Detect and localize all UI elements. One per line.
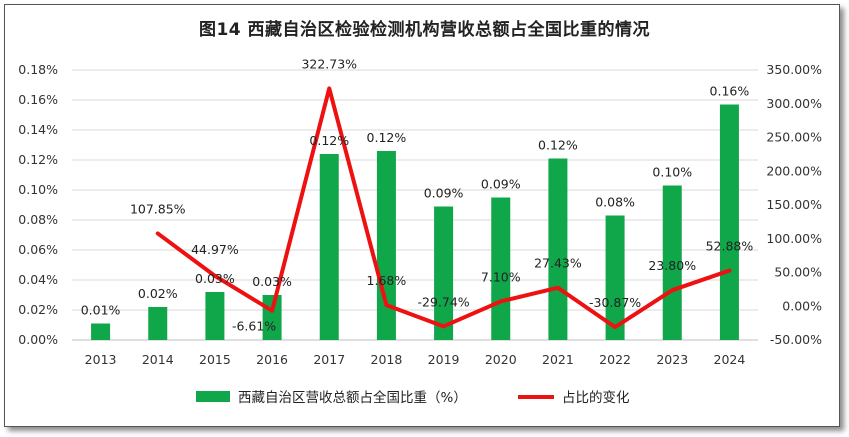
bar <box>319 154 339 340</box>
bar-data-label: 0.12% <box>538 138 578 153</box>
bar-data-labels: 0.01% 0.02% 0.03% 0.03% 0.12% 0.12% 0.09% 0.09%… <box>81 84 750 318</box>
legend-label-line: 占比的变化 <box>562 390 630 406</box>
right-tick-label: 250.00% <box>766 130 822 145</box>
bar <box>148 307 168 340</box>
line-data-label: 27.43% <box>534 256 582 271</box>
line-data-label: 7.10% <box>481 269 521 284</box>
right-tick-label: -50.00% <box>770 332 822 347</box>
bar-data-label: 0.03% <box>195 271 235 286</box>
bar-data-label: 0.01% <box>81 303 121 318</box>
right-tick-label: 300.00% <box>766 96 822 111</box>
chart-frame <box>4 4 840 427</box>
left-tick-label: 0.00% <box>18 332 58 347</box>
chart-title: 图14 西藏自治区检验检测机构营收总额占全国比重的情况 <box>198 20 651 40</box>
x-tick-label: 2016 <box>256 352 288 367</box>
line-data-label: 23.80% <box>648 258 696 273</box>
left-tick-label: 0.10% <box>18 182 58 197</box>
left-tick-label: 0.16% <box>18 92 58 107</box>
x-tick-label: 2018 <box>371 352 403 367</box>
x-axis-ticks: 2013 2014 2015 2016 2017 2018 2019 2020 2021 2022… <box>85 352 746 367</box>
line-data-label: 52.88% <box>706 239 754 254</box>
x-tick-label: 2015 <box>199 352 231 367</box>
right-tick-label: 350.00% <box>766 62 822 77</box>
line-data-label: -30.87% <box>589 295 641 310</box>
left-tick-label: 0.18% <box>18 62 58 77</box>
bar <box>548 158 568 340</box>
right-tick-label: 0.00% <box>782 298 822 313</box>
x-tick-label: 2020 <box>485 352 517 367</box>
left-tick-label: 0.08% <box>18 212 58 227</box>
bar-data-label: 0.12% <box>309 133 349 148</box>
bar <box>434 206 454 340</box>
right-tick-label: 100.00% <box>766 231 822 246</box>
right-tick-label: 200.00% <box>766 163 822 178</box>
bar-data-label: 0.02% <box>138 286 178 301</box>
right-axis-ticks: -50.00% 0.00% 50.00% 100.00% 150.00% 200.00% 2… <box>766 62 822 347</box>
bar-data-label: 0.12% <box>367 130 407 145</box>
bar-data-label: 0.10% <box>652 165 692 180</box>
bar-data-label: 0.09% <box>424 186 464 201</box>
left-tick-label: 0.02% <box>18 302 58 317</box>
line-data-label: 1.68% <box>367 273 407 288</box>
bar-series <box>91 104 739 340</box>
bar <box>662 185 682 340</box>
bar <box>91 323 111 340</box>
line-data-label: -29.74% <box>417 294 469 309</box>
bar <box>719 104 739 340</box>
left-tick-label: 0.04% <box>18 272 58 287</box>
grid-lines <box>72 69 758 341</box>
right-tick-label: 150.00% <box>766 197 822 212</box>
bar <box>376 151 396 340</box>
line-series <box>155 86 732 330</box>
bar-data-label: 0.08% <box>595 195 635 210</box>
line-data-label: -6.61% <box>232 319 276 334</box>
legend: 西藏自治区营收总额占全国比重（%） 占比的变化 <box>196 389 630 406</box>
left-tick-label: 0.06% <box>18 242 58 257</box>
bar-data-label: 0.09% <box>481 177 521 192</box>
x-tick-label: 2017 <box>313 352 345 367</box>
left-tick-label: 0.12% <box>18 152 58 167</box>
bar <box>205 292 225 340</box>
line-data-label: 44.97% <box>191 242 239 257</box>
bar-data-label: 0.16% <box>710 84 750 99</box>
line-data-label: 322.73% <box>301 56 357 71</box>
line-data-labels: 107.85% 44.97% -6.61% 322.73% 1.68% -29.74% 7.… <box>130 56 753 333</box>
right-tick-label: 50.00% <box>774 265 822 280</box>
x-tick-label: 2023 <box>656 352 688 367</box>
x-tick-label: 2024 <box>714 352 746 367</box>
legend-swatch-bar <box>196 391 230 402</box>
bar <box>605 215 625 340</box>
x-tick-label: 2019 <box>428 352 460 367</box>
line-path <box>155 86 732 330</box>
x-tick-label: 2013 <box>85 352 117 367</box>
bar-data-label: 0.03% <box>252 274 292 289</box>
legend-label-bar: 西藏自治区营收总额占全国比重（%） <box>238 389 467 406</box>
x-tick-label: 2022 <box>599 352 631 367</box>
x-tick-label: 2021 <box>542 352 574 367</box>
left-axis-ticks: 0.00% 0.02% 0.04% 0.06% 0.08% 0.10% 0.12% 0.14%… <box>18 62 58 347</box>
x-tick-label: 2014 <box>142 352 174 367</box>
left-tick-label: 0.14% <box>18 122 58 137</box>
line-data-label: 107.85% <box>130 201 186 216</box>
